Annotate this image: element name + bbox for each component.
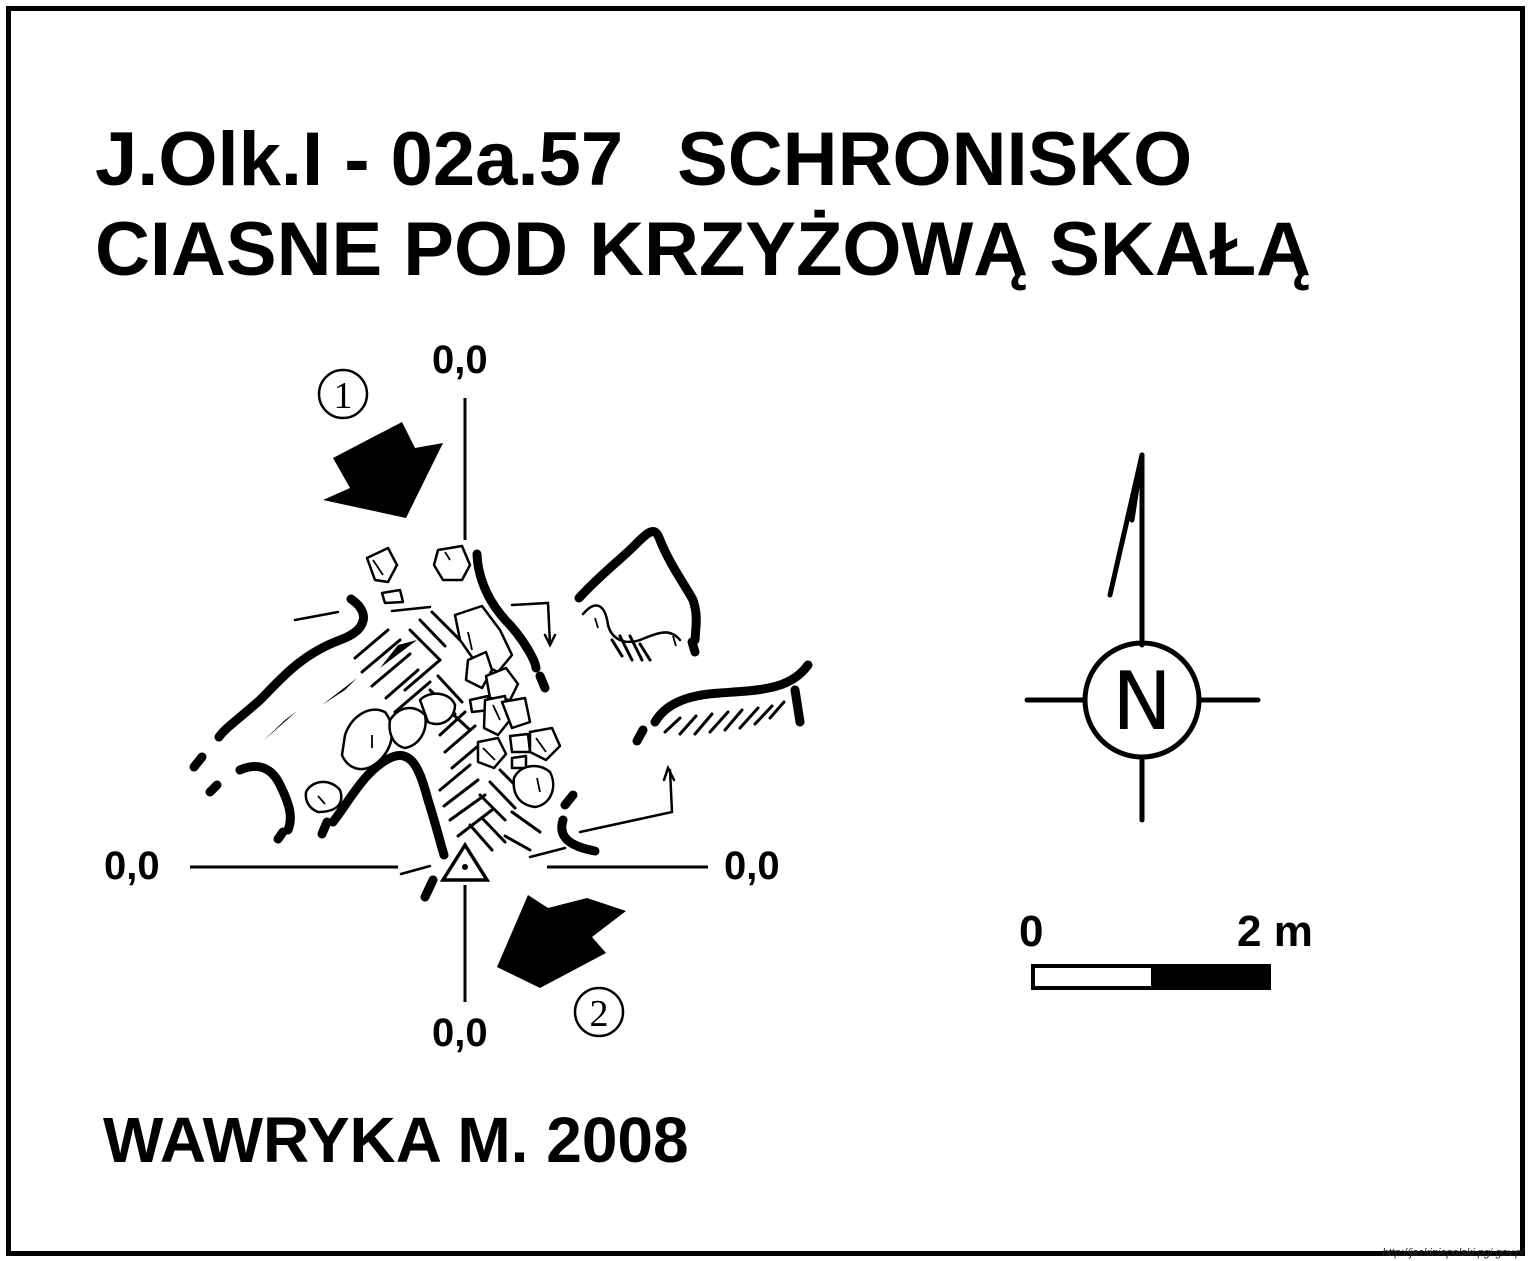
cave-code: J.Olk.I - 02a.57 [95, 117, 624, 202]
slope-markers [263, 640, 417, 741]
entrance-marker-2 [573, 986, 625, 1038]
coordinate-left: 0,0 [104, 844, 160, 888]
author-credit: WAWRYKA M. 2008 [103, 1104, 689, 1176]
boulder-marks [317, 551, 677, 805]
map-frame [6, 6, 1525, 1256]
cave-name-line-1: SCHRONISKO [677, 117, 1193, 202]
entrance-marker-1 [317, 368, 369, 420]
cave-name-line-2: CIASNE POD KRZYŻOWĄ SKAŁĄ [95, 207, 1311, 292]
boulders [304, 544, 562, 814]
cave-details [293, 601, 682, 876]
entrance-arrow-1-icon [323, 422, 443, 518]
entrance-number-1: 1 [334, 375, 353, 417]
survey-point-icon [439, 841, 491, 882]
entrance-number-2: 2 [590, 993, 609, 1035]
reference-axes [190, 398, 708, 1002]
scale-start-label: 0 [1019, 907, 1044, 956]
source-url: http://jaskiniepolski.pgi.gov.pl [1382, 1247, 1524, 1259]
entrance-arrow-2-icon [497, 895, 626, 988]
coordinate-top: 0,0 [432, 338, 488, 382]
coordinate-bottom: 0,0 [432, 1011, 488, 1055]
map-title-line-1: J.Olk.I - 02a.57 SCHRONISKO [95, 122, 1192, 198]
cave-walls [189, 527, 813, 902]
scale-end-label: 2 m [1237, 907, 1313, 956]
scale-bar [1031, 964, 1271, 990]
coordinate-right: 0,0 [724, 844, 780, 888]
north-label: N [1112, 655, 1172, 748]
north-arrow-icon [1024, 452, 1261, 823]
